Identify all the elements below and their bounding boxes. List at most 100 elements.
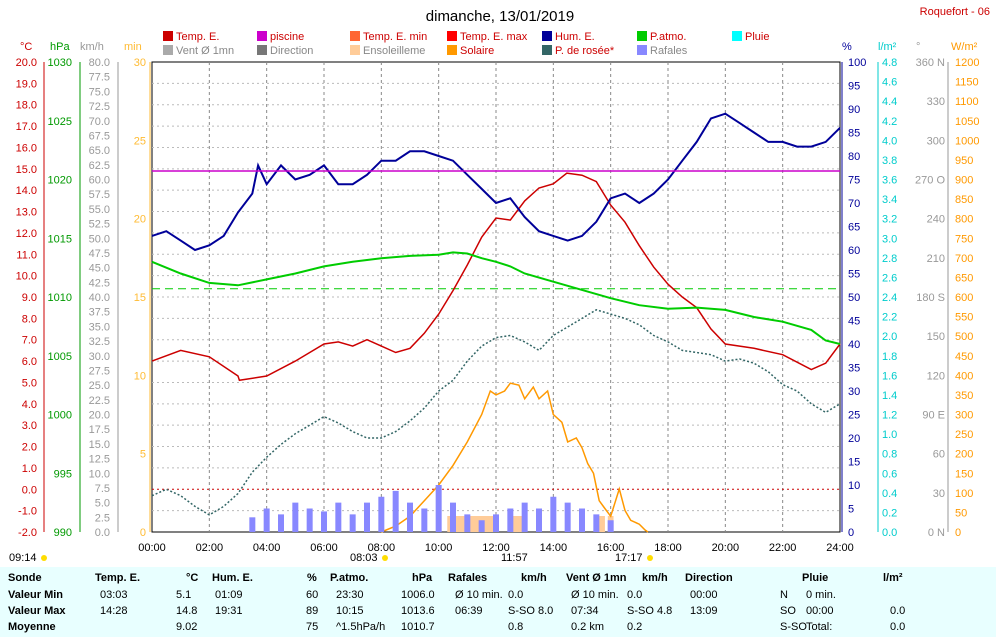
rain-tick-label: 2.4 xyxy=(882,292,897,304)
sunrise-label: 08:03 xyxy=(350,552,378,564)
sunrise-icon xyxy=(382,555,388,561)
legend-swatch xyxy=(732,31,742,41)
pct-tick-label: 45 xyxy=(848,316,860,328)
legend-label: Temp. E. max xyxy=(460,31,528,43)
rain-tick-label: 3.2 xyxy=(882,214,897,226)
sunshine-bar xyxy=(596,516,605,532)
wm2-tick-label: 100 xyxy=(955,488,973,500)
wm2-tick-label: 450 xyxy=(955,351,973,363)
deg-tick-label: 120 xyxy=(927,370,945,382)
kmh-tick-label: 55.0 xyxy=(89,204,110,216)
legend-swatch xyxy=(350,31,360,41)
series-hum-e- xyxy=(151,112,841,252)
min-tick-label: 30 xyxy=(134,57,146,69)
legend-swatch xyxy=(163,45,173,55)
hpa-tick-label: 1005 xyxy=(48,351,72,363)
time-tick-label: 22:00 xyxy=(769,542,797,554)
time-tick-label: 04:00 xyxy=(253,542,281,554)
rain-tick-label: 1.2 xyxy=(882,410,897,422)
rain-tick-label: 4.0 xyxy=(882,135,897,147)
pct-tick-label: 30 xyxy=(848,386,860,398)
gust-bar xyxy=(306,508,313,532)
gust-bar xyxy=(521,502,528,532)
axis-unit-hpa: hPa xyxy=(50,41,70,53)
summary-cell-temp-v: 14.8 xyxy=(176,605,198,617)
hpa-tick-label: 1020 xyxy=(48,175,72,187)
summary-cell-temp-t: 14:28 xyxy=(100,605,128,617)
hdr-patmo: P.atmo. xyxy=(330,572,369,584)
summary-cell-dir-v: N xyxy=(780,589,788,601)
kmh-tick-label: 12.5 xyxy=(89,454,110,466)
gust-bar xyxy=(607,520,614,532)
gust-bar xyxy=(349,514,356,532)
kmh-tick-label: 75.0 xyxy=(89,86,110,98)
temp-tick-label: -2.0 xyxy=(18,527,37,539)
temp-tick-label: 18.0 xyxy=(16,100,37,112)
wm2-tick-label: 250 xyxy=(955,429,973,441)
min-tick-label: 15 xyxy=(134,292,146,304)
legend-label: Ensoleilleme xyxy=(363,45,425,57)
pct-tick-label: 100 xyxy=(848,57,866,69)
summary-cell-vent-t: Ø 10 min. xyxy=(571,589,619,601)
gust-bar xyxy=(392,490,399,532)
hdr-sonde: Sonde xyxy=(8,572,42,584)
temp-tick-label: 14.0 xyxy=(16,185,37,197)
axis-unit-min: min xyxy=(124,41,142,53)
gust-bar xyxy=(278,514,284,532)
pct-tick-label: 85 xyxy=(848,128,860,140)
wm2-tick-label: 150 xyxy=(955,468,973,480)
legend-swatch xyxy=(637,45,647,55)
kmh-tick-label: 37.5 xyxy=(89,307,110,319)
summary-cell-dir-t: 13:09 xyxy=(690,605,718,617)
temp-tick-label: 3.0 xyxy=(22,420,37,432)
wm2-tick-label: 0 xyxy=(955,527,961,539)
temp-tick-label: 2.0 xyxy=(22,442,37,454)
summary-cell-vent-t: 0.2 km xyxy=(571,621,605,633)
wm2-tick-label: 1100 xyxy=(955,96,979,108)
summary-cell-pluie-t: 0 min. xyxy=(806,589,836,601)
temp-tick-label: 13.0 xyxy=(16,207,37,219)
rain-tick-label: 1.6 xyxy=(882,370,897,382)
axis-unit-rain: l/m² xyxy=(878,41,897,53)
summary-cell-pluie-v: 0.0 xyxy=(890,621,906,633)
min-tick-label: 10 xyxy=(134,370,146,382)
pct-tick-label: 0 xyxy=(848,527,854,539)
gust-bar xyxy=(536,508,542,532)
summary-cell-vent-v: 0.0 xyxy=(627,589,643,601)
hdr-temp-unit: °C xyxy=(186,572,199,584)
summary-cell-vent-v: S-SO 4.8 xyxy=(627,605,673,617)
gust-bar xyxy=(263,508,270,532)
summary-cell-hum-t: 01:09 xyxy=(215,589,243,601)
pct-tick-label: 90 xyxy=(848,104,860,116)
legend-label: Pluie xyxy=(745,31,769,43)
time-tick-label: 24:00 xyxy=(826,542,854,554)
temp-tick-label: 6.0 xyxy=(22,356,37,368)
temp-tick-label: 8.0 xyxy=(22,313,37,325)
wm2-tick-label: 850 xyxy=(955,194,973,206)
summary-cell-hum-v: 75 xyxy=(306,621,319,633)
gust-bar xyxy=(564,502,571,532)
temp-tick-label: 12.0 xyxy=(16,228,37,240)
summary-cell-p-v: 1006.0 xyxy=(401,589,435,601)
kmh-tick-label: 15.0 xyxy=(89,439,110,451)
pct-tick-label: 25 xyxy=(848,410,860,422)
time-tick-label: 06:00 xyxy=(310,542,338,554)
rain-tick-label: 3.4 xyxy=(882,194,897,206)
legend-label: Temp. E. xyxy=(176,31,219,43)
legend-swatch xyxy=(163,31,173,41)
wm2-tick-label: 1150 xyxy=(955,77,979,89)
legend-swatch xyxy=(257,45,267,55)
weather-chart: dimanche, 13/01/2019 Roquefort - 06 Temp… xyxy=(9,6,990,564)
hdr-vent-unit: km/h xyxy=(642,572,668,584)
min-tick-label: 25 xyxy=(134,135,146,147)
pct-tick-label: 10 xyxy=(848,480,860,492)
summary-cell-p-t: 10:15 xyxy=(336,605,364,617)
temp-tick-label: 16.0 xyxy=(16,142,37,154)
temp-tick-label: 10.0 xyxy=(16,271,37,283)
legend-label: P.atmo. xyxy=(650,31,687,43)
hpa-tick-label: 990 xyxy=(54,527,72,539)
kmh-tick-label: 17.5 xyxy=(89,424,110,436)
gust-bar xyxy=(478,520,485,532)
summary-cell-p-v: 1010.7 xyxy=(401,621,435,633)
series-temp-e- xyxy=(151,172,841,382)
